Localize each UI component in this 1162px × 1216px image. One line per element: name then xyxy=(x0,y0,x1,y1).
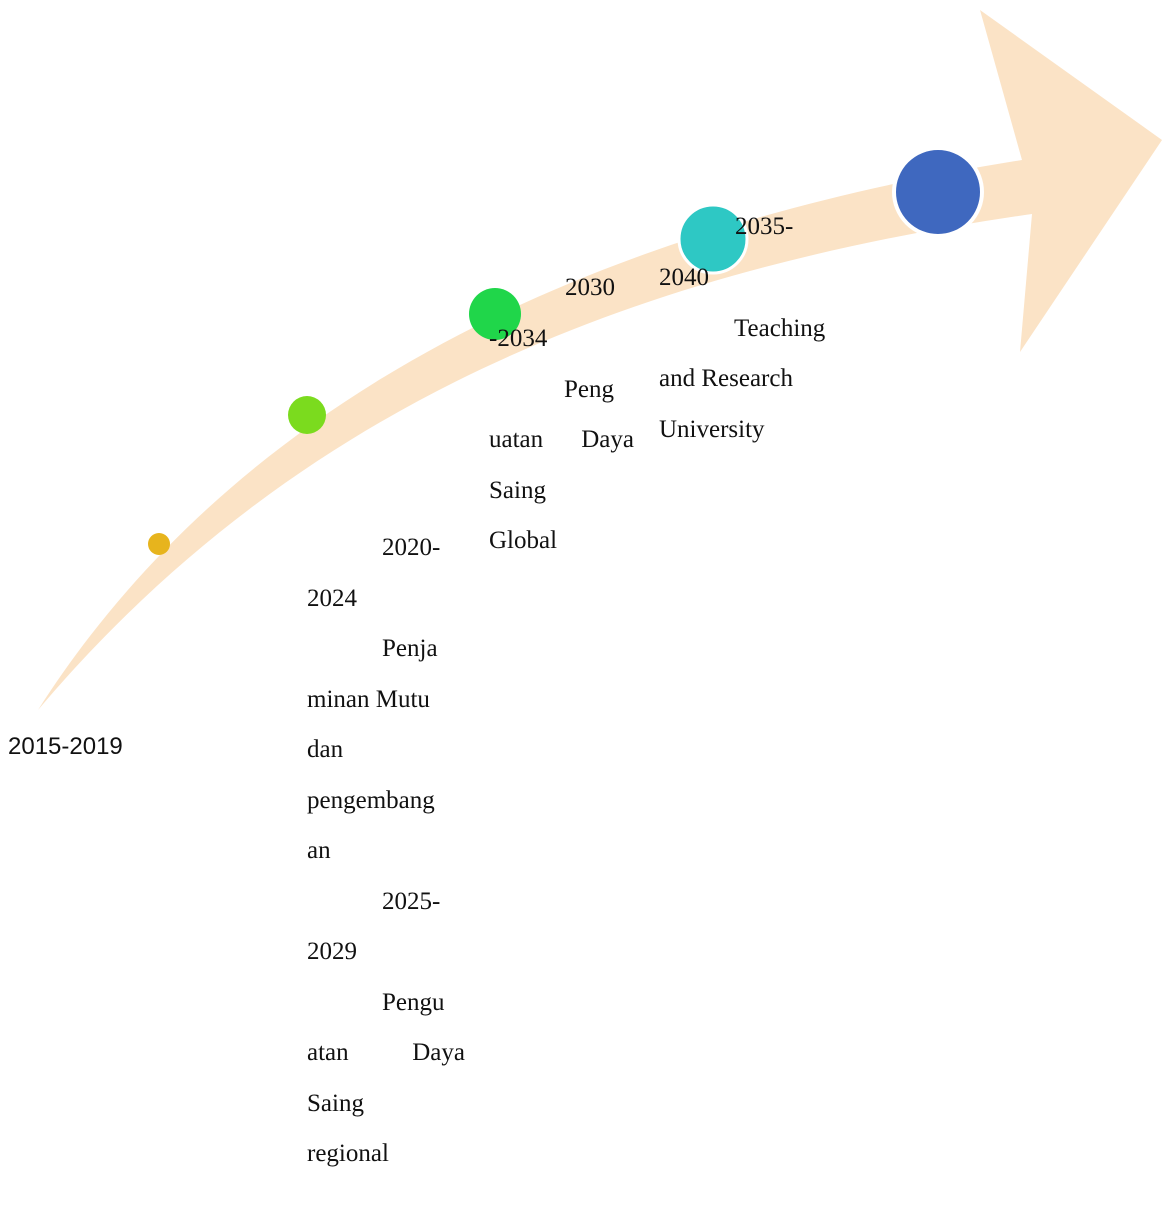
phase-5-column: 2040 Teaching and Research University xyxy=(659,253,849,455)
phase-2-description-line-1: Penja xyxy=(382,635,438,662)
phase-3-description-line-4: regional xyxy=(307,1140,389,1167)
phase-3-period-line-1: 2025- xyxy=(382,887,441,915)
phase-2-description-line-2: minan Mutu xyxy=(307,685,430,713)
phase-3-description-line-2: atan Daya xyxy=(307,1028,465,1079)
phase-1-period: 2015-2019 xyxy=(8,733,123,760)
phase-5-period-line-2: 2040 xyxy=(659,264,709,291)
phase-2-description-line-4: pengembang xyxy=(307,786,435,814)
phase-3-description-line-1: Pengu xyxy=(382,988,445,1016)
phase-4-description-line-3: Saing xyxy=(489,476,546,504)
phase-2-period-line-1: 2020- xyxy=(382,534,441,561)
phase-4-column: -2034 Peng uatan Daya Saing Global xyxy=(489,314,634,567)
phase-4-description-line-1: Peng xyxy=(564,375,614,403)
growth-arrow xyxy=(38,10,1162,710)
phase-5-description-line-3: University xyxy=(659,415,765,443)
phase-4-period-line-2: -2034 xyxy=(489,325,548,352)
phase-4-description-line-4: Global xyxy=(489,527,558,554)
phase-4-description-line-2: uatan Daya xyxy=(489,415,634,466)
phase-2-period-line-2: 2024 xyxy=(307,584,357,612)
phase-3-marker xyxy=(469,288,521,340)
phase-3-description-line-3: Saing xyxy=(307,1089,364,1117)
phase-4-description-word-uatan: uatan xyxy=(489,426,544,453)
phase-5-description-line-2: and Research xyxy=(659,365,793,392)
phase-3-period-line-2: 2029 xyxy=(307,938,357,965)
phase-5-period-line-1: 2035- xyxy=(735,213,794,240)
phase-4-marker xyxy=(677,203,749,275)
phase-2-marker xyxy=(288,396,326,434)
phase-2-description-line-3: dan xyxy=(307,736,344,763)
phase-2-3-column: 2020- 2024 Penja minan Mutu dan pengemba… xyxy=(307,523,465,1180)
phase-3-description-word-atan: atan xyxy=(307,1039,349,1066)
phase-5-marker xyxy=(892,146,984,238)
phase-1-marker xyxy=(148,533,170,555)
phase-5-description-line-1: Teaching xyxy=(734,314,826,342)
phase-2-description-line-5: an xyxy=(307,837,331,864)
phase-3-description-word-daya: Daya xyxy=(412,1039,465,1066)
phase-4-description-word-daya: Daya xyxy=(581,426,634,453)
phase-4-period-line-1: 2030 xyxy=(565,274,615,301)
